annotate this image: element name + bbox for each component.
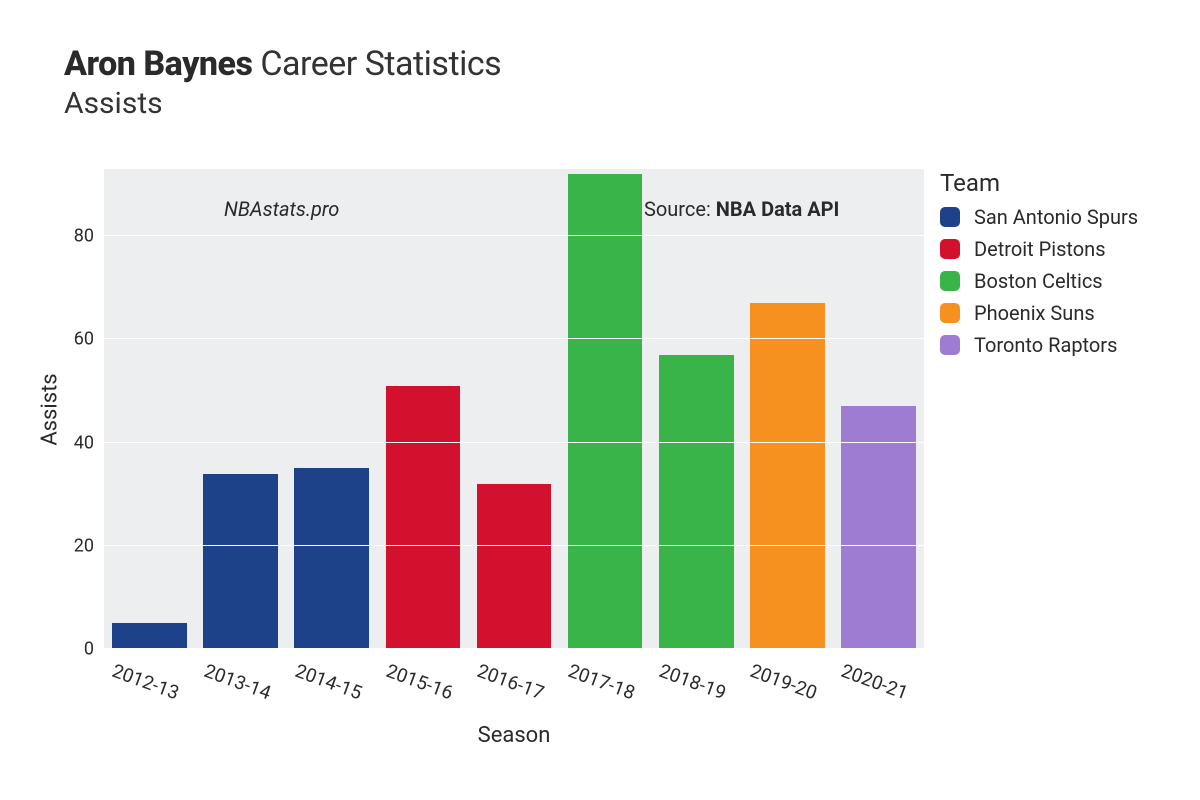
bar (750, 303, 825, 649)
y-tick-label: 20 (54, 535, 104, 556)
legend-item: Toronto Raptors (940, 333, 1138, 357)
x-tick-label: 2013-14 (201, 659, 274, 704)
x-tick-label: 2020-21 (838, 659, 911, 704)
y-tick-label: 0 (54, 639, 104, 660)
legend-swatch (940, 303, 960, 323)
bar (203, 474, 278, 649)
legend-item: Boston Celtics (940, 269, 1138, 293)
bars-layer (104, 169, 924, 649)
legend-item: Phoenix Suns (940, 301, 1138, 325)
gridline (104, 442, 924, 443)
legend-label: San Antonio Spurs (974, 205, 1138, 229)
x-tick-label: 2016-17 (474, 659, 547, 704)
bar (386, 386, 461, 649)
bar (294, 468, 369, 649)
legend-item: San Antonio Spurs (940, 205, 1138, 229)
legend-label: Toronto Raptors (974, 333, 1117, 357)
gridline (104, 648, 924, 649)
gridline (104, 545, 924, 546)
legend-swatch (940, 207, 960, 227)
legend-label: Phoenix Suns (974, 301, 1095, 325)
x-tick-label: 2019-20 (747, 659, 820, 704)
x-tick-label: 2018-19 (656, 659, 729, 704)
x-tick-label: 2015-16 (383, 659, 456, 704)
chart-container: Assists NBAstats.pro Source: NBA Data AP… (32, 133, 1168, 773)
legend: Team San Antonio Spurs Detroit Pistons Bos… (940, 169, 1138, 365)
legend-swatch (940, 335, 960, 355)
x-axis-label: Season (104, 723, 924, 748)
legend-swatch (940, 239, 960, 259)
y-tick-label: 60 (54, 329, 104, 350)
bar (477, 484, 552, 649)
chart-title: Aron Baynes Career Statistics (64, 44, 1168, 84)
chart-subtitle: Assists (64, 86, 1168, 121)
bar (841, 406, 916, 649)
gridline (104, 235, 924, 236)
legend-title: Team (940, 169, 1138, 197)
legend-label: Boston Celtics (974, 269, 1103, 293)
title-suffix: Career Statistics (252, 44, 501, 84)
bar (112, 623, 187, 649)
bar (568, 174, 643, 649)
gridline (104, 338, 924, 339)
legend-label: Detroit Pistons (974, 237, 1106, 261)
y-tick-label: 40 (54, 432, 104, 453)
bar (659, 355, 734, 649)
plot-area: NBAstats.pro Source: NBA Data API 020406… (104, 169, 924, 649)
x-tick-label: 2017-18 (565, 659, 638, 704)
x-tick-label: 2012-13 (110, 659, 183, 704)
legend-item: Detroit Pistons (940, 237, 1138, 261)
title-player-name: Aron Baynes (64, 44, 252, 84)
y-tick-label: 80 (54, 226, 104, 247)
x-tick-label: 2014-15 (292, 659, 365, 704)
legend-swatch (940, 271, 960, 291)
page: Aron Baynes Career Statistics Assists As… (0, 0, 1200, 800)
